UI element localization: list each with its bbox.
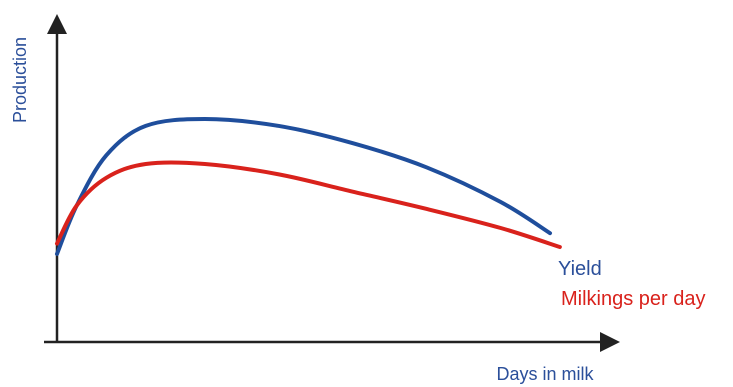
y-axis-label: Production: [10, 37, 30, 123]
series-label-milkings: Milkings per day: [561, 288, 706, 310]
axes: [44, 14, 620, 352]
series-label-yield: Yield: [558, 258, 602, 280]
series-line-yield: [55, 117, 552, 256]
series-line-milkings: [55, 160, 562, 250]
x-axis-label: Days in milk: [496, 364, 594, 384]
series-layer: [55, 117, 562, 256]
